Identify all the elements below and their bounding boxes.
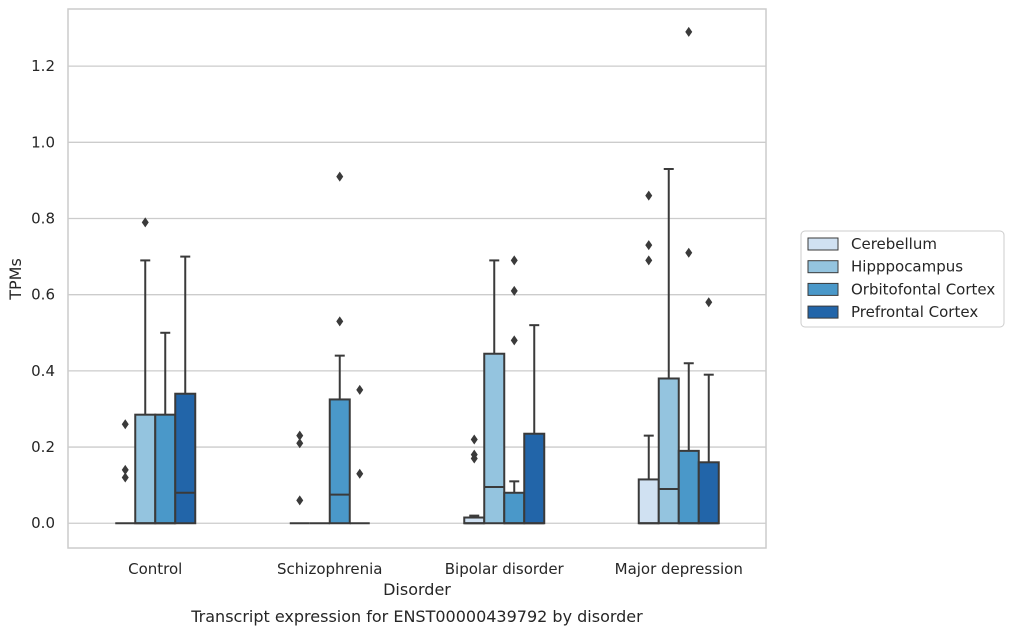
outlier-point — [141, 217, 149, 228]
legend-frame — [800, 230, 1005, 328]
outlier-point — [296, 430, 304, 441]
outlier-point — [645, 190, 653, 201]
box-body — [677, 449, 700, 525]
box-body — [697, 461, 720, 525]
y-tick-label: 1.2 — [31, 57, 55, 75]
outlier-point — [510, 285, 518, 296]
outlier-point — [645, 255, 653, 266]
y-axis-label: TPMs — [6, 258, 25, 301]
x-axis-label: Disorder — [383, 580, 451, 599]
box-3-3 — [697, 297, 720, 525]
box-body — [637, 478, 660, 525]
box-0-0 — [115, 419, 136, 525]
x-tick-label: Major depression — [615, 560, 743, 578]
x-tick-label: Schizophrenia — [277, 560, 382, 578]
box-body — [657, 377, 680, 525]
x-tick-labels: Control Schizophrenia Bipolar disorder Majo… — [128, 560, 743, 578]
outlier-point — [296, 495, 304, 506]
y-tick-label: 0.0 — [31, 514, 55, 532]
outlier-point — [121, 419, 129, 430]
legend-swatch — [807, 305, 839, 319]
outlier-point — [510, 335, 518, 346]
box-0-3 — [637, 190, 660, 525]
boxes-layer — [115, 26, 720, 525]
outlier-point — [356, 384, 364, 395]
box-3-1 — [349, 384, 370, 525]
plot-frame — [67, 8, 767, 549]
outlier-point — [470, 453, 478, 464]
legend-label: Cerebellum — [851, 235, 937, 253]
legend: Cerebellum Hipppocampus Orbitofontal Corte… — [800, 230, 1005, 328]
y-tick-labels: 0.0 0.2 0.4 0.6 0.8 1.0 1.2 — [31, 57, 55, 532]
box-1-2 — [483, 259, 506, 525]
x-tick-label: Control — [128, 560, 182, 578]
x-tick-label: Bipolar disorder — [445, 560, 565, 578]
legend-swatch — [807, 260, 839, 274]
box-body — [328, 398, 351, 525]
box-body — [503, 491, 526, 525]
legend-swatch — [807, 282, 839, 296]
outlier-point — [470, 434, 478, 445]
outlier-point — [685, 26, 693, 37]
y-tick-label: 1.0 — [31, 133, 55, 151]
box-body — [483, 352, 506, 525]
outlier-point — [685, 247, 693, 258]
outlier-point — [356, 468, 364, 479]
outlier-point — [510, 255, 518, 266]
box-2-2 — [503, 255, 526, 525]
box-0-1 — [289, 430, 310, 525]
outlier-point — [296, 438, 304, 449]
chart-caption: Transcript expression for ENST0000043979… — [190, 607, 643, 626]
outlier-point — [336, 316, 344, 327]
outlier-point — [121, 472, 129, 483]
legend-label: Prefrontal Cortex — [851, 303, 978, 321]
box-3-2 — [523, 324, 546, 525]
y-tick-label: 0.4 — [31, 362, 55, 380]
outlier-point — [121, 464, 129, 475]
outlier-point — [336, 171, 344, 182]
box-2-1 — [328, 171, 351, 525]
legend-swatch — [807, 237, 839, 251]
y-tick-label: 0.8 — [31, 210, 55, 228]
box-body — [174, 392, 197, 525]
y-tick-label: 0.6 — [31, 286, 55, 304]
box-body — [154, 413, 177, 525]
box-body — [523, 432, 546, 525]
legend-label: Hipppocampus — [851, 258, 963, 276]
y-tick-label: 0.2 — [31, 438, 55, 456]
box-body — [134, 413, 157, 525]
legend-label: Orbitofontal Cortex — [851, 280, 995, 298]
outlier-point — [705, 297, 713, 308]
outlier-point — [645, 240, 653, 251]
box-3-0 — [174, 255, 197, 525]
